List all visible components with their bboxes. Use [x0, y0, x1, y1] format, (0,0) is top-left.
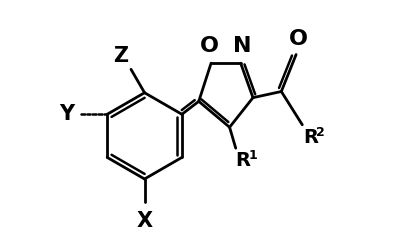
Text: Z: Z: [113, 46, 128, 66]
Text: 2: 2: [316, 127, 324, 140]
Text: O: O: [200, 36, 219, 56]
Text: O: O: [288, 29, 308, 49]
Text: 1: 1: [248, 149, 257, 162]
Text: R: R: [236, 151, 251, 170]
Text: Y: Y: [59, 104, 74, 124]
Text: R: R: [303, 129, 318, 147]
Text: X: X: [136, 210, 153, 231]
Text: N: N: [233, 36, 251, 56]
